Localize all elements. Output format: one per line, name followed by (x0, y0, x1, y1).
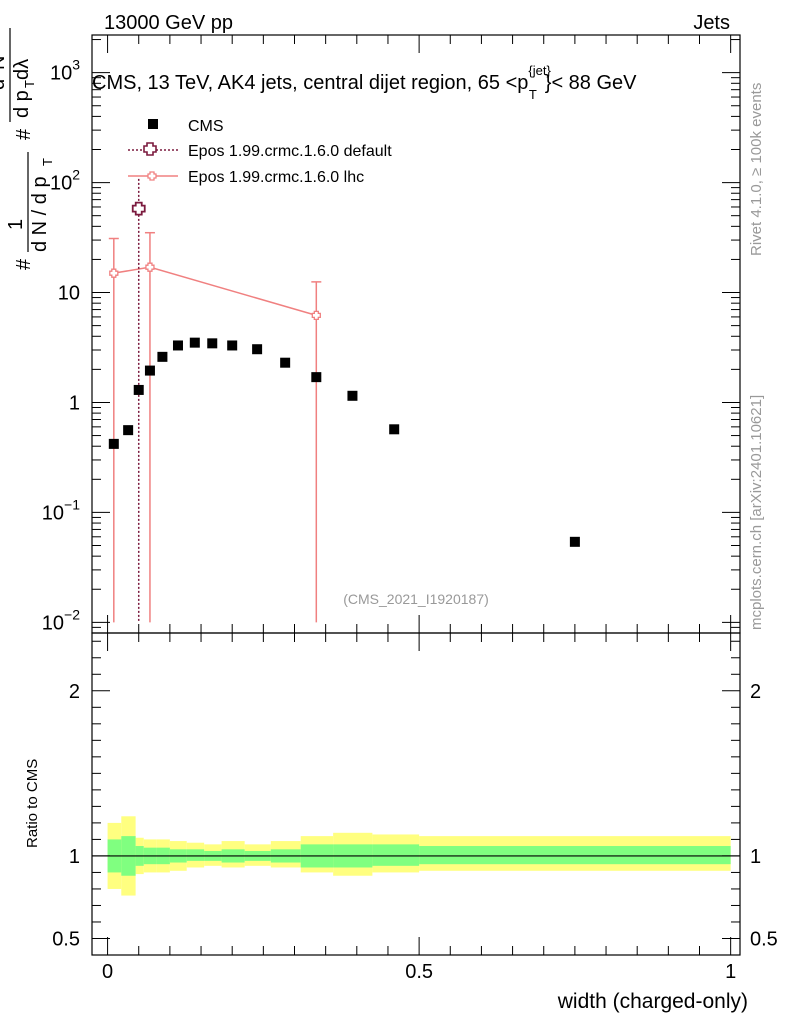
ylabel-num-hash: # (13, 128, 35, 140)
y-tick-label: 10−1 (42, 496, 80, 524)
ylabel-den: d p (11, 90, 33, 118)
cms-point (389, 424, 400, 435)
header-energy: 13000 GeV pp (104, 12, 233, 34)
header-category: Jets (693, 12, 730, 34)
title-suffix: }< 88 GeV (545, 72, 637, 94)
epos-lhc-line (113, 266, 317, 317)
ratio-y-tick-label-right: 0.5 (750, 928, 778, 950)
ratio-y-tick-labels-right: 210.5 (750, 681, 778, 951)
y-tick-label: 102 (50, 167, 80, 195)
cms-point (108, 438, 119, 449)
cms-point (144, 365, 155, 376)
ratio-band-green (186, 849, 205, 861)
epos-lhc-point (311, 310, 321, 321)
ylabel-dN: d N / d p (29, 176, 51, 252)
legend-marker-epos-lhc (147, 171, 157, 181)
ylabel-dN-sub: T (40, 158, 55, 166)
epos-lhc-point (145, 262, 155, 272)
cms-point (133, 384, 144, 395)
epos-lhc-point (109, 268, 119, 278)
cms-point (189, 337, 200, 348)
ratio-y-axis-label: Ratio to CMS (24, 759, 41, 848)
epos-default-point (131, 201, 146, 216)
ylabel-den-sub: T (22, 80, 37, 88)
ratio-y-tick-label: 1 (69, 846, 80, 868)
ratio-axis-ticks (92, 633, 740, 955)
legend-label-epos-lhc: Epos 1.99.crmc.1.6.0 lhc (188, 169, 364, 186)
y-tick-label: 10−2 (42, 606, 80, 634)
ylabel-hash: # (13, 258, 35, 270)
cms-point (280, 357, 291, 368)
cms-point (347, 390, 358, 401)
x-tick-label: 1 (725, 961, 736, 983)
cms-point (252, 344, 263, 355)
ylabel-den-tail: dλ (11, 59, 33, 80)
main-data-layer (108, 178, 580, 623)
plot-title: CMS, 13 TeV, AK4 jets, central dijet reg… (92, 63, 637, 102)
epos-default-marker (131, 201, 146, 216)
ylabel-one: 1 (5, 219, 27, 230)
ratio-y-tick-label: 0.5 (52, 928, 80, 950)
y-tick-label: 103 (50, 57, 80, 85)
cms-point (569, 536, 580, 547)
ratio-band-green (372, 844, 420, 866)
cms-point (311, 372, 322, 383)
cms-point (123, 425, 134, 436)
ratio-y-tick-labels: 210.5 (52, 681, 80, 951)
analysis-label: (CMS_2021_I1920187) (343, 591, 489, 607)
x-tick-label: 0 (102, 961, 113, 983)
title-prefix: CMS, 13 TeV, AK4 jets, central dijet reg… (92, 72, 528, 94)
legend-label-cms: CMS (188, 118, 224, 135)
cms-point (207, 338, 218, 349)
cms-point (157, 351, 168, 362)
legend-marker-cms (148, 119, 158, 129)
y-tick-label: 1 (69, 392, 80, 414)
cms-point (227, 340, 238, 351)
ratio-y-tick-label-right: 2 (750, 681, 761, 703)
epos-lhc-marker (145, 262, 155, 272)
rivet-version-label: Rivet 4.1.0, ≥ 100k events (748, 83, 765, 256)
main-axis-ticks (92, 35, 740, 634)
title-sup: {jet} (528, 63, 551, 78)
main-y-axis-label: # 1 d N / d p T # d 2 N d p T dλ (0, 28, 55, 270)
x-axis-label: width (charged-only) (557, 990, 748, 1013)
legend-label-epos-default: Epos 1.99.crmc.1.6.0 default (188, 143, 392, 160)
epos-lhc-marker (109, 268, 119, 278)
y-tick-label: 10 (58, 283, 80, 305)
x-tick-label: 0.5 (405, 961, 433, 983)
title-sub: T (529, 87, 537, 102)
x-tick-labels: 0 0.5 1 (102, 961, 736, 983)
ratio-panel-frame (91, 632, 741, 956)
ratio-band-green (419, 846, 731, 865)
mcplots-label: mcplots.cern.ch [arXiv:2401.10621] (748, 395, 765, 630)
legend-marker-epos-default (143, 142, 157, 156)
ylabel-d2N-tail: N (0, 56, 9, 70)
legend: CMS Epos 1.99.crmc.1.6.0 default Epos 1.… (128, 118, 392, 186)
cms-point (172, 340, 183, 351)
epos-lhc-marker (311, 310, 321, 321)
ylabel-d2N: d (0, 79, 9, 90)
ratio-y-tick-label: 2 (69, 681, 80, 703)
ratio-y-tick-label-right: 1 (750, 846, 761, 868)
